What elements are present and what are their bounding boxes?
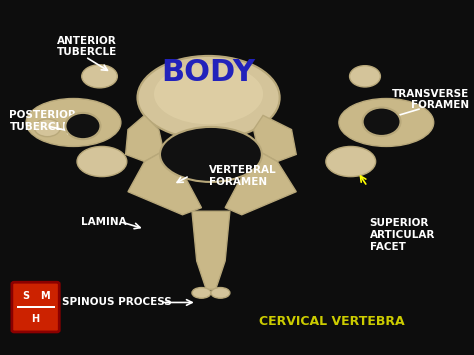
Text: SPINOUS PROCESS: SPINOUS PROCESS: [62, 297, 172, 307]
Ellipse shape: [154, 64, 263, 124]
Ellipse shape: [82, 65, 117, 88]
Polygon shape: [225, 151, 296, 215]
Ellipse shape: [137, 56, 280, 139]
Polygon shape: [192, 211, 230, 289]
Polygon shape: [254, 115, 296, 162]
Text: BODY: BODY: [162, 58, 255, 87]
Text: TRANSVERSE
FORAMEN: TRANSVERSE FORAMEN: [392, 89, 469, 110]
Text: S: S: [22, 290, 29, 301]
Text: VERTEBRAL
FORAMEN: VERTEBRAL FORAMEN: [209, 165, 276, 187]
FancyBboxPatch shape: [17, 306, 55, 308]
Ellipse shape: [211, 288, 230, 298]
Text: M: M: [41, 290, 50, 301]
Text: SUPERIOR
ARTICULAR
FACET: SUPERIOR ARTICULAR FACET: [370, 218, 435, 252]
Text: POSTERIOR
TUBERCLE: POSTERIOR TUBERCLE: [9, 110, 76, 132]
Ellipse shape: [35, 119, 61, 137]
Ellipse shape: [192, 288, 211, 298]
Ellipse shape: [326, 146, 375, 176]
FancyBboxPatch shape: [12, 282, 59, 332]
Ellipse shape: [160, 127, 262, 182]
Text: ANTERIOR
TUBERCLE: ANTERIOR TUBERCLE: [57, 36, 117, 57]
Text: H: H: [31, 313, 40, 324]
Ellipse shape: [350, 66, 380, 87]
Ellipse shape: [339, 98, 434, 146]
Circle shape: [65, 113, 100, 139]
Polygon shape: [128, 151, 201, 215]
Ellipse shape: [26, 98, 121, 146]
Text: CERVICAL VERTEBRA: CERVICAL VERTEBRA: [259, 315, 405, 328]
Ellipse shape: [77, 146, 127, 176]
Circle shape: [363, 108, 401, 136]
Polygon shape: [126, 115, 164, 162]
Text: LAMINA: LAMINA: [81, 217, 126, 227]
